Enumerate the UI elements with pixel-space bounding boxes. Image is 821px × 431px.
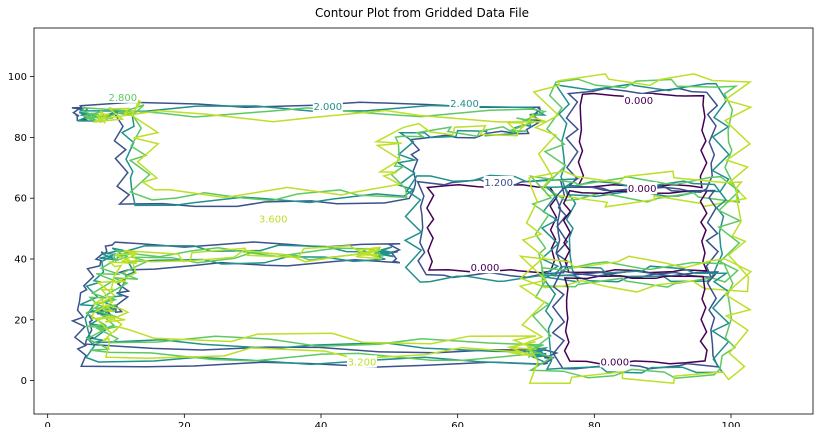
contour-line-top-right-block-level-3 — [543, 78, 741, 204]
contour-label-background — [470, 261, 500, 274]
contour-label-background — [258, 212, 289, 225]
plot-frame — [33, 27, 814, 415]
contour-label: 3.200 — [348, 357, 377, 368]
contour-line-right-block-level-0 — [562, 189, 709, 274]
contour-label: 2.400 — [450, 99, 479, 110]
contour-line-right-block-level-2 — [539, 180, 728, 283]
contour-label-background — [107, 90, 138, 103]
contour-label: 0.000 — [628, 184, 657, 195]
contour-line-top-right-block-level-4 — [532, 73, 753, 208]
contour-line-right-block-level-3 — [528, 175, 742, 288]
y-tick-label: 20 — [14, 315, 27, 326]
chart-title: Contour Plot from Gridded Data File — [315, 6, 529, 20]
contour-line-mid-left-loop-level-2 — [79, 244, 549, 366]
contour-line-right-block-level-4 — [519, 170, 750, 293]
contour-line-bottom-right-block-level-0 — [563, 275, 708, 365]
contour-label: 2.800 — [109, 93, 138, 104]
contour-lines — [70, 73, 753, 385]
contour-label-background — [312, 100, 343, 113]
x-tick-label: 0 — [44, 421, 50, 427]
contour-label: 0.000 — [601, 357, 630, 368]
contour-label-background — [347, 355, 377, 368]
contour-line-top-right-block-level-0 — [576, 92, 708, 189]
contour-label: 3.600 — [259, 214, 288, 225]
contour-label-background — [627, 182, 658, 195]
contour-line-bottom-right-block-level-4 — [518, 255, 753, 385]
y-tick-label: 100 — [8, 72, 27, 83]
x-tick-label: 20 — [178, 421, 191, 427]
contour-line-center-block-level-1 — [416, 178, 569, 279]
x-tick-label: 80 — [588, 421, 601, 427]
contour-label-background — [449, 96, 480, 109]
contour-line-center-block-level-0 — [425, 183, 558, 274]
contour-labels: 0.000 0.000 0.000 0.000 1.200 2.000 2.400 2.800… — [107, 90, 658, 368]
x-tick-label: 60 — [451, 421, 464, 427]
x-tick-label: 40 — [315, 421, 328, 427]
y-tick-label: 0 — [21, 376, 27, 387]
contour-label: 0.000 — [471, 263, 500, 274]
contour-line-top-left-loop-level-4 — [92, 99, 547, 199]
x-tick-label: 100 — [721, 421, 740, 427]
contour-label: 2.000 — [314, 102, 343, 113]
y-tick-label: 60 — [14, 194, 27, 205]
contour-line-mid-left-loop-level-4 — [91, 245, 537, 360]
contour-label-background — [623, 93, 654, 106]
y-tick-label: 40 — [14, 254, 27, 265]
contour-label: 0.000 — [624, 96, 653, 107]
axes: 0 20 40 60 80 100 0 20 40 60 80 100 — [8, 72, 741, 431]
contour-line-bottom-right-block-level-3 — [528, 261, 737, 379]
contour-line-mid-left-loop-level-1 — [70, 241, 559, 368]
contour-label-background — [599, 355, 630, 368]
contour-label-background — [483, 176, 514, 189]
y-tick-label: 80 — [14, 133, 27, 144]
contour-label: 1.200 — [484, 178, 513, 189]
